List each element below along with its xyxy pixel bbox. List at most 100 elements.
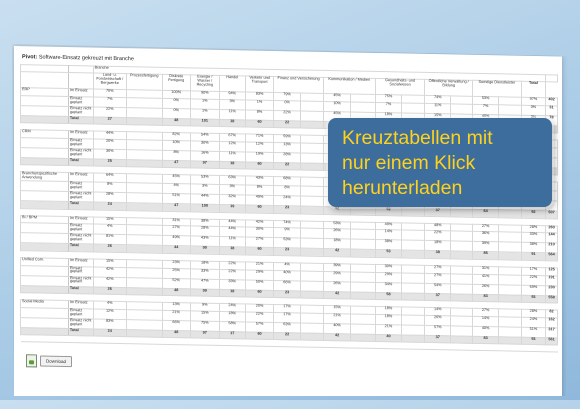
table-cell	[300, 322, 324, 334]
table-cell	[401, 324, 425, 336]
column-header: Handel	[219, 75, 246, 92]
row-total: 191	[545, 275, 558, 286]
table-cell: 34%	[375, 282, 402, 293]
table-cell: 63%	[273, 322, 301, 333]
table-cell	[450, 283, 473, 294]
download-button[interactable]: Download	[40, 355, 73, 368]
column-header: Sonstige Dienstleister	[472, 80, 522, 98]
table-cell: 58%	[219, 321, 246, 332]
table-cell	[126, 192, 162, 204]
table-cell: 41%	[472, 274, 499, 285]
table-cell: 11%	[219, 109, 246, 120]
table-cell: 40%	[323, 323, 351, 334]
row-label: Einsatz geplant	[68, 266, 94, 277]
table-cell: 69%	[521, 284, 546, 296]
table-cell	[401, 230, 425, 241]
table-cell	[126, 277, 162, 288]
table-cell: 0%	[273, 100, 301, 111]
table-cell	[350, 229, 376, 240]
table-cell: 54%	[424, 283, 451, 294]
row-total: 162	[545, 317, 558, 328]
page-title-text: Software-Einsatz gekreuzt mit Branche	[38, 54, 134, 63]
table-cell	[126, 149, 162, 161]
table-cell	[350, 323, 376, 335]
table-cell: 47%	[190, 278, 220, 290]
table-cell: 0%	[521, 105, 546, 116]
table-cell	[300, 280, 324, 292]
table-cell: 12%	[93, 309, 127, 320]
table-cell	[126, 107, 162, 118]
table-cell	[126, 225, 162, 236]
table-cell: 29%	[323, 271, 351, 282]
table-cell: 22%	[273, 110, 301, 121]
header-spacer	[545, 74, 558, 82]
table-cell	[450, 231, 473, 242]
table-cell	[300, 270, 324, 282]
table-cell	[401, 102, 425, 113]
table-cell: 57%	[424, 325, 451, 336]
row-label: Einsatz nicht geplant	[68, 106, 94, 117]
table-cell: 17%	[273, 312, 301, 323]
table-cell: 66%	[273, 280, 301, 291]
table-cell	[498, 232, 522, 243]
table-cell: 42%	[93, 276, 127, 288]
table-cell: 14%	[472, 316, 499, 327]
table-cell	[401, 272, 425, 283]
page-title-prefix: Pivot:	[22, 54, 38, 61]
table-cell: 1%	[190, 108, 220, 120]
table-cell: 57%	[245, 321, 274, 333]
group-label: Branchenspezifische Anwendung	[20, 172, 69, 182]
table-cell: 40%	[472, 326, 499, 337]
table-cell: 19%	[245, 151, 274, 163]
table-cell	[300, 186, 324, 197]
table-cell: 25%	[162, 268, 191, 279]
crosstab-table: Branche Land- u. Forstwirtschaft / Bergwe…	[20, 64, 558, 353]
table-cell: 21%	[323, 313, 351, 324]
row-total: 230	[545, 285, 558, 296]
table-cell: 0%	[162, 108, 191, 119]
column-header: Verkehr und Transport	[245, 76, 274, 93]
table-cell: 33%	[190, 268, 220, 280]
table-cell	[126, 267, 162, 278]
table-cell: 7%	[472, 104, 499, 115]
table-cell	[450, 273, 473, 284]
table-cell: 12%	[245, 141, 274, 153]
table-cell	[300, 312, 324, 324]
table-cell: 26%	[323, 281, 351, 292]
table-cell	[300, 228, 324, 239]
table-cell	[450, 325, 473, 337]
table-cell: 16%	[190, 150, 220, 162]
table-cell	[498, 284, 522, 295]
row-total: 317	[545, 327, 558, 338]
pivot-panel: Pivot: Software-Einsatz gekreuzt mit Bra…	[14, 46, 562, 396]
row-label: Einsatz nicht geplant	[68, 276, 94, 287]
row-label: Einsatz geplant	[68, 96, 94, 107]
row-total: 31	[545, 105, 558, 116]
table-cell	[450, 103, 473, 114]
callout-line-2: nur einem Klick	[342, 152, 476, 174]
table-cell: 1%	[190, 98, 220, 110]
table-cell: 10%	[323, 101, 351, 112]
table-cell: 22%	[93, 106, 127, 118]
table-cell: 27%	[424, 273, 451, 284]
table-cell	[300, 152, 324, 164]
spreadsheet-icon[interactable]	[26, 354, 37, 368]
table-cell: 8%	[162, 150, 191, 161]
table-cell: 18%	[375, 314, 402, 325]
table-cell	[300, 100, 324, 112]
table-cell: 83%	[93, 319, 127, 330]
column-header: Gesundheits- und Sozialwesen	[375, 78, 425, 96]
table-cell	[350, 313, 376, 325]
callout-line-1: Kreuztabellen mit	[342, 127, 493, 149]
table-cell	[350, 281, 376, 292]
column-header: Öffentliche Verwaltung / Bildung	[424, 79, 473, 97]
table-cell: 21%	[162, 310, 191, 321]
table-cell	[126, 97, 162, 108]
table-cell	[450, 241, 473, 252]
table-cell	[498, 316, 522, 327]
table-cell: 75%	[190, 320, 220, 332]
table-cell	[401, 240, 425, 251]
table-cell: 10%	[162, 140, 191, 151]
table-cell	[450, 315, 473, 327]
table-cell	[126, 309, 162, 321]
